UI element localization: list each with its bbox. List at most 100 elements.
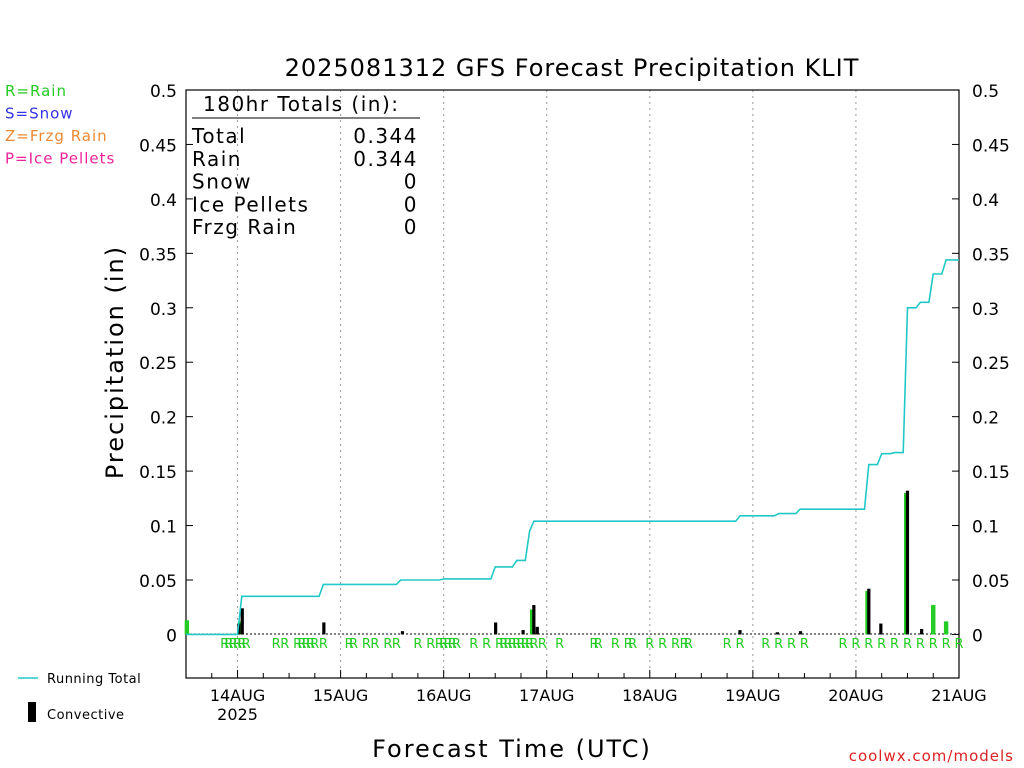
rain-marker: R (426, 637, 435, 652)
y-tick-label: 0.45 (972, 136, 1010, 156)
y-tick-label: 0.25 (972, 354, 1010, 374)
y-tick-label: 0.35 (139, 245, 177, 265)
rain-marker: R (435, 637, 444, 652)
running-total-series (186, 259, 959, 636)
convective-bar (867, 588, 871, 635)
key-entry: R=Rain (5, 82, 67, 100)
credit-text: coolwx.com/models (849, 747, 1014, 765)
rain-marker: R (516, 637, 525, 652)
rain-marker: R (370, 637, 379, 652)
totals-header: 180hr Totals (in): (203, 92, 400, 116)
rain-marker: R (529, 637, 538, 652)
y-axis-left: 0 0.05 0.1 0.15 0.2 0.25 0.3 0.35 0.4 0.45 0.5 (139, 82, 193, 646)
rain-marker: R (594, 637, 603, 652)
rain-marker: R (942, 637, 951, 652)
x-tick-label: 19AUG (725, 686, 780, 705)
rain-marker: R (293, 637, 302, 652)
rain-marker: R (482, 637, 491, 652)
convective-bar (775, 632, 779, 635)
rain-marker: R (787, 637, 796, 652)
rain-bar (529, 609, 535, 635)
totals-row-label: Frzg Rain (192, 215, 297, 239)
y-tick-label: 0.1 (150, 518, 177, 538)
convective-bar (494, 622, 498, 635)
rain-marker: R (310, 637, 319, 652)
rain-marker: R (851, 637, 860, 652)
totals-row-value: 0.344 (353, 124, 418, 148)
y-tick-label: 0.45 (139, 136, 177, 156)
rain-marker: R (877, 637, 886, 652)
totals-row-value: 0 (404, 215, 418, 239)
x-tick-label: 15AUG (313, 686, 368, 705)
y-tick-label: 0.1 (972, 518, 999, 538)
rain-marker: R (761, 637, 770, 652)
convective-bar (798, 631, 803, 635)
rain-marker: R (302, 637, 311, 652)
convective-bar (879, 623, 883, 635)
convective-bar (521, 630, 525, 635)
rain-marker: R (954, 637, 963, 652)
running-total-line (186, 259, 959, 636)
rain-marker: R (589, 637, 598, 652)
rain-marker: R (916, 637, 925, 652)
totals-row-label: Ice Pellets (192, 192, 309, 216)
y-axis-label: Precipitation (in) (101, 245, 129, 479)
rain-bar (184, 620, 190, 635)
rain-marker: R (521, 637, 530, 652)
rain-marker: R (611, 637, 620, 652)
rain-marker: R (349, 637, 358, 652)
rain-marker: R (229, 637, 238, 652)
rain-marker: R (383, 637, 392, 652)
rain-marker: R (903, 637, 912, 652)
chart-title: 2025081312 GFS Forecast Precipitation KL… (285, 54, 860, 82)
x-axis-label: Forecast Time (UTC) (372, 735, 652, 763)
convective-bar (400, 631, 405, 635)
totals-box: 180hr Totals (in): Total 0.344 Rain 0.344 Sno… (191, 92, 420, 239)
y-tick-label: 0 (166, 626, 177, 646)
rain-marker: R (319, 637, 328, 652)
y-axis-right: 0 0.05 0.1 0.15 0.2 0.25 0.3 0.35 0.4 0.45 0.5 (952, 82, 1010, 646)
y-tick-label: 0.25 (139, 354, 177, 374)
x-tick-label: 20AUG (828, 686, 883, 705)
rain-marker: R (512, 637, 521, 652)
running-total-legend-label: Running Total (47, 672, 141, 687)
convective-bar (905, 490, 910, 635)
y-tick-label: 0.05 (972, 572, 1010, 592)
convective-bar (535, 626, 539, 635)
x-tick-label: 14AUG (210, 686, 265, 705)
rain-marker: R (392, 637, 401, 652)
rain-marker: R (233, 637, 242, 652)
rain-marker: R (272, 637, 281, 652)
convective-bar (738, 630, 742, 635)
rain-marker: R (495, 637, 504, 652)
x-tick-label: 21AUG (931, 686, 986, 705)
rain-marker: R (680, 637, 689, 652)
series-legend: Running Total Convective (18, 672, 141, 723)
y-tick-label: 0.4 (972, 191, 999, 211)
convective-legend-label: Convective (47, 708, 125, 723)
convective-bar (532, 605, 536, 635)
y-tick-label: 0.3 (150, 300, 177, 320)
grid-lines (237, 90, 857, 678)
totals-row-value: 0 (404, 170, 418, 194)
y-tick-label: 0 (972, 626, 983, 646)
rain-marker: R (839, 637, 848, 652)
y-tick-label: 0.15 (139, 463, 177, 483)
rain-marker: R (929, 637, 938, 652)
rain-marker: R (671, 637, 680, 652)
rain-marker: R (628, 637, 637, 652)
x-tick-label: 16AUG (416, 686, 471, 705)
bar-series (184, 490, 949, 635)
rain-marker: R (452, 637, 461, 652)
totals-row-label: Rain (192, 147, 242, 171)
y-tick-label: 0.2 (150, 409, 177, 429)
y-tick-label: 0.5 (972, 82, 999, 102)
y-tick-label: 0.4 (150, 191, 177, 211)
rain-marker: R (774, 637, 783, 652)
rain-marker: R (413, 637, 422, 652)
convective-bar (322, 622, 326, 635)
rain-marker: R (220, 637, 229, 652)
